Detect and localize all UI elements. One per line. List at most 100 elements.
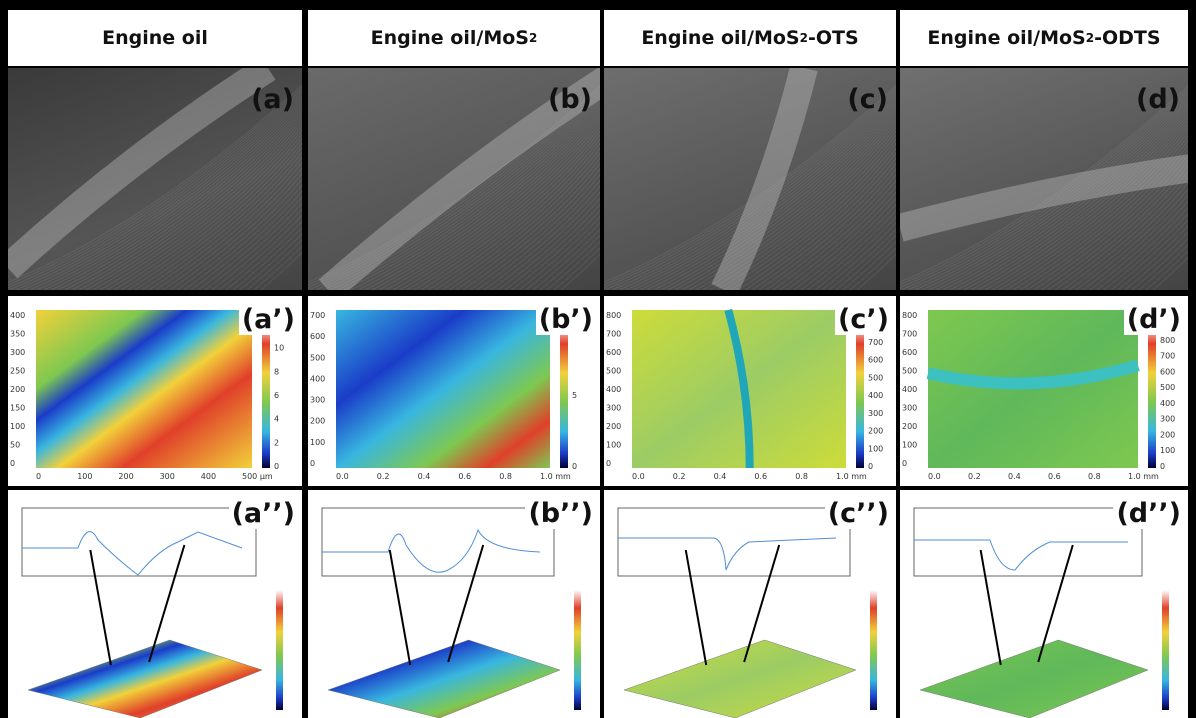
color-scale-tick: 200	[1160, 430, 1175, 439]
scratch-line	[618, 95, 896, 290]
height-map	[36, 310, 252, 468]
scratch-line	[1012, 139, 1188, 290]
scratch-line	[197, 196, 302, 290]
scratch-line	[632, 100, 896, 290]
profile-panel: (a’’)	[8, 490, 302, 718]
scratch-line	[78, 115, 302, 290]
map-y-tick: 700	[606, 330, 621, 339]
map-y-tick: 600	[606, 348, 621, 357]
scratch-line	[1040, 159, 1188, 290]
profile-panel: (c’’)	[604, 490, 896, 718]
color-scale-tick: 200	[868, 427, 883, 436]
header-text: Engine oil/MoS	[641, 27, 800, 49]
map-y-tick: 500	[606, 367, 621, 376]
header-text: Engine oil	[102, 27, 208, 49]
map-x-tick: 0.2	[377, 472, 390, 481]
scratch-line	[162, 166, 302, 290]
scratch-line	[8, 86, 302, 286]
header-suffix: -OTS	[807, 27, 859, 49]
panel-label: (a)	[251, 84, 294, 115]
map-x-tick: 500 µm	[242, 472, 273, 481]
profile-svg	[321, 507, 581, 718]
scratch-line	[942, 105, 1188, 290]
scratch-line	[653, 107, 896, 290]
color-scale-tick: 0	[572, 462, 577, 471]
panel-label: (c’’)	[824, 498, 892, 529]
scratch-line	[336, 100, 600, 290]
scratch-line	[371, 113, 600, 290]
scratch-line	[907, 93, 1188, 290]
scratch-line	[43, 102, 302, 290]
color-scale-tick: 400	[1160, 399, 1175, 408]
scratch-line	[141, 151, 302, 290]
map-y-tick: 800	[902, 311, 917, 320]
scratch-line	[8, 84, 302, 283]
scratch-line	[120, 137, 302, 290]
scratch-line	[709, 134, 896, 290]
scratch-line	[1075, 188, 1188, 290]
panel-label: (a’)	[238, 304, 298, 335]
map-x-tick: 0.8	[795, 472, 808, 481]
scratch-line	[688, 122, 896, 290]
color-scale-bar	[1162, 590, 1169, 710]
scratch-line	[497, 197, 600, 290]
scratch-line	[350, 105, 600, 290]
profile-plot-frame	[617, 507, 851, 577]
color-scale-tick: 10	[274, 344, 284, 353]
scratch-line	[190, 190, 302, 290]
scratch-line	[1145, 250, 1188, 290]
map-y-tick: 0	[310, 459, 315, 468]
wear-track	[900, 154, 1188, 242]
profile-panel: (d’’)	[900, 490, 1188, 718]
scratch-line	[441, 152, 600, 290]
header-suffix: -ODTS	[1094, 27, 1161, 49]
scratch-line	[204, 202, 302, 290]
scratch-line	[155, 161, 302, 290]
map-x-tick: 0	[36, 472, 41, 481]
panel-label: (b’’)	[525, 498, 596, 529]
map-y-tick: 0	[902, 459, 907, 468]
scratch-line	[730, 147, 896, 290]
color-scale-tick: 0	[274, 462, 279, 471]
map-x-tick: 0.0	[632, 472, 645, 481]
scratch-line	[85, 119, 302, 290]
wear-track	[8, 68, 276, 279]
map-y-tick: 350	[10, 330, 25, 339]
map-x-tick: 0.0	[336, 472, 349, 481]
profile-svg	[617, 507, 877, 718]
color-scale-tick: 600	[868, 356, 883, 365]
panel-label: (d’)	[1123, 304, 1184, 335]
micrograph: (b)	[308, 68, 600, 290]
color-scale-tick: 2	[274, 438, 279, 447]
scratch-line	[169, 172, 302, 290]
scratch-line	[1082, 194, 1188, 290]
scratch-line	[856, 253, 896, 290]
scratch-line	[900, 85, 1188, 283]
color-scale-tick: 100	[868, 444, 883, 453]
column-header: Engine oil/MoS 2 -ODTS	[900, 10, 1188, 66]
map-x-tick: 0.6	[458, 472, 471, 481]
map-x-tick: 0.2	[968, 472, 981, 481]
map-y-tick: 250	[10, 367, 25, 376]
scratch-line	[674, 116, 896, 290]
profile-plot-frame	[321, 507, 555, 577]
color-scale-bar	[870, 590, 877, 710]
scratch-line	[821, 222, 896, 290]
wear-track	[711, 68, 818, 290]
scratch-line	[1117, 225, 1188, 290]
map-y-tick: 800	[606, 311, 621, 320]
height-map	[632, 310, 846, 468]
scratch-line	[963, 114, 1188, 290]
scratch-line	[1110, 219, 1188, 290]
wear-track-image	[900, 85, 1188, 290]
map-x-tick: 300	[160, 472, 175, 481]
scratch-line	[842, 240, 896, 290]
scratch-line	[921, 98, 1188, 290]
scratch-line	[786, 191, 896, 290]
scratch-line	[1047, 164, 1188, 290]
scratch-line	[681, 119, 896, 290]
color-scale-bar	[262, 322, 270, 468]
scratch-line	[1033, 154, 1188, 290]
scratch-line	[800, 203, 896, 290]
header-subscript: 2	[799, 31, 808, 45]
